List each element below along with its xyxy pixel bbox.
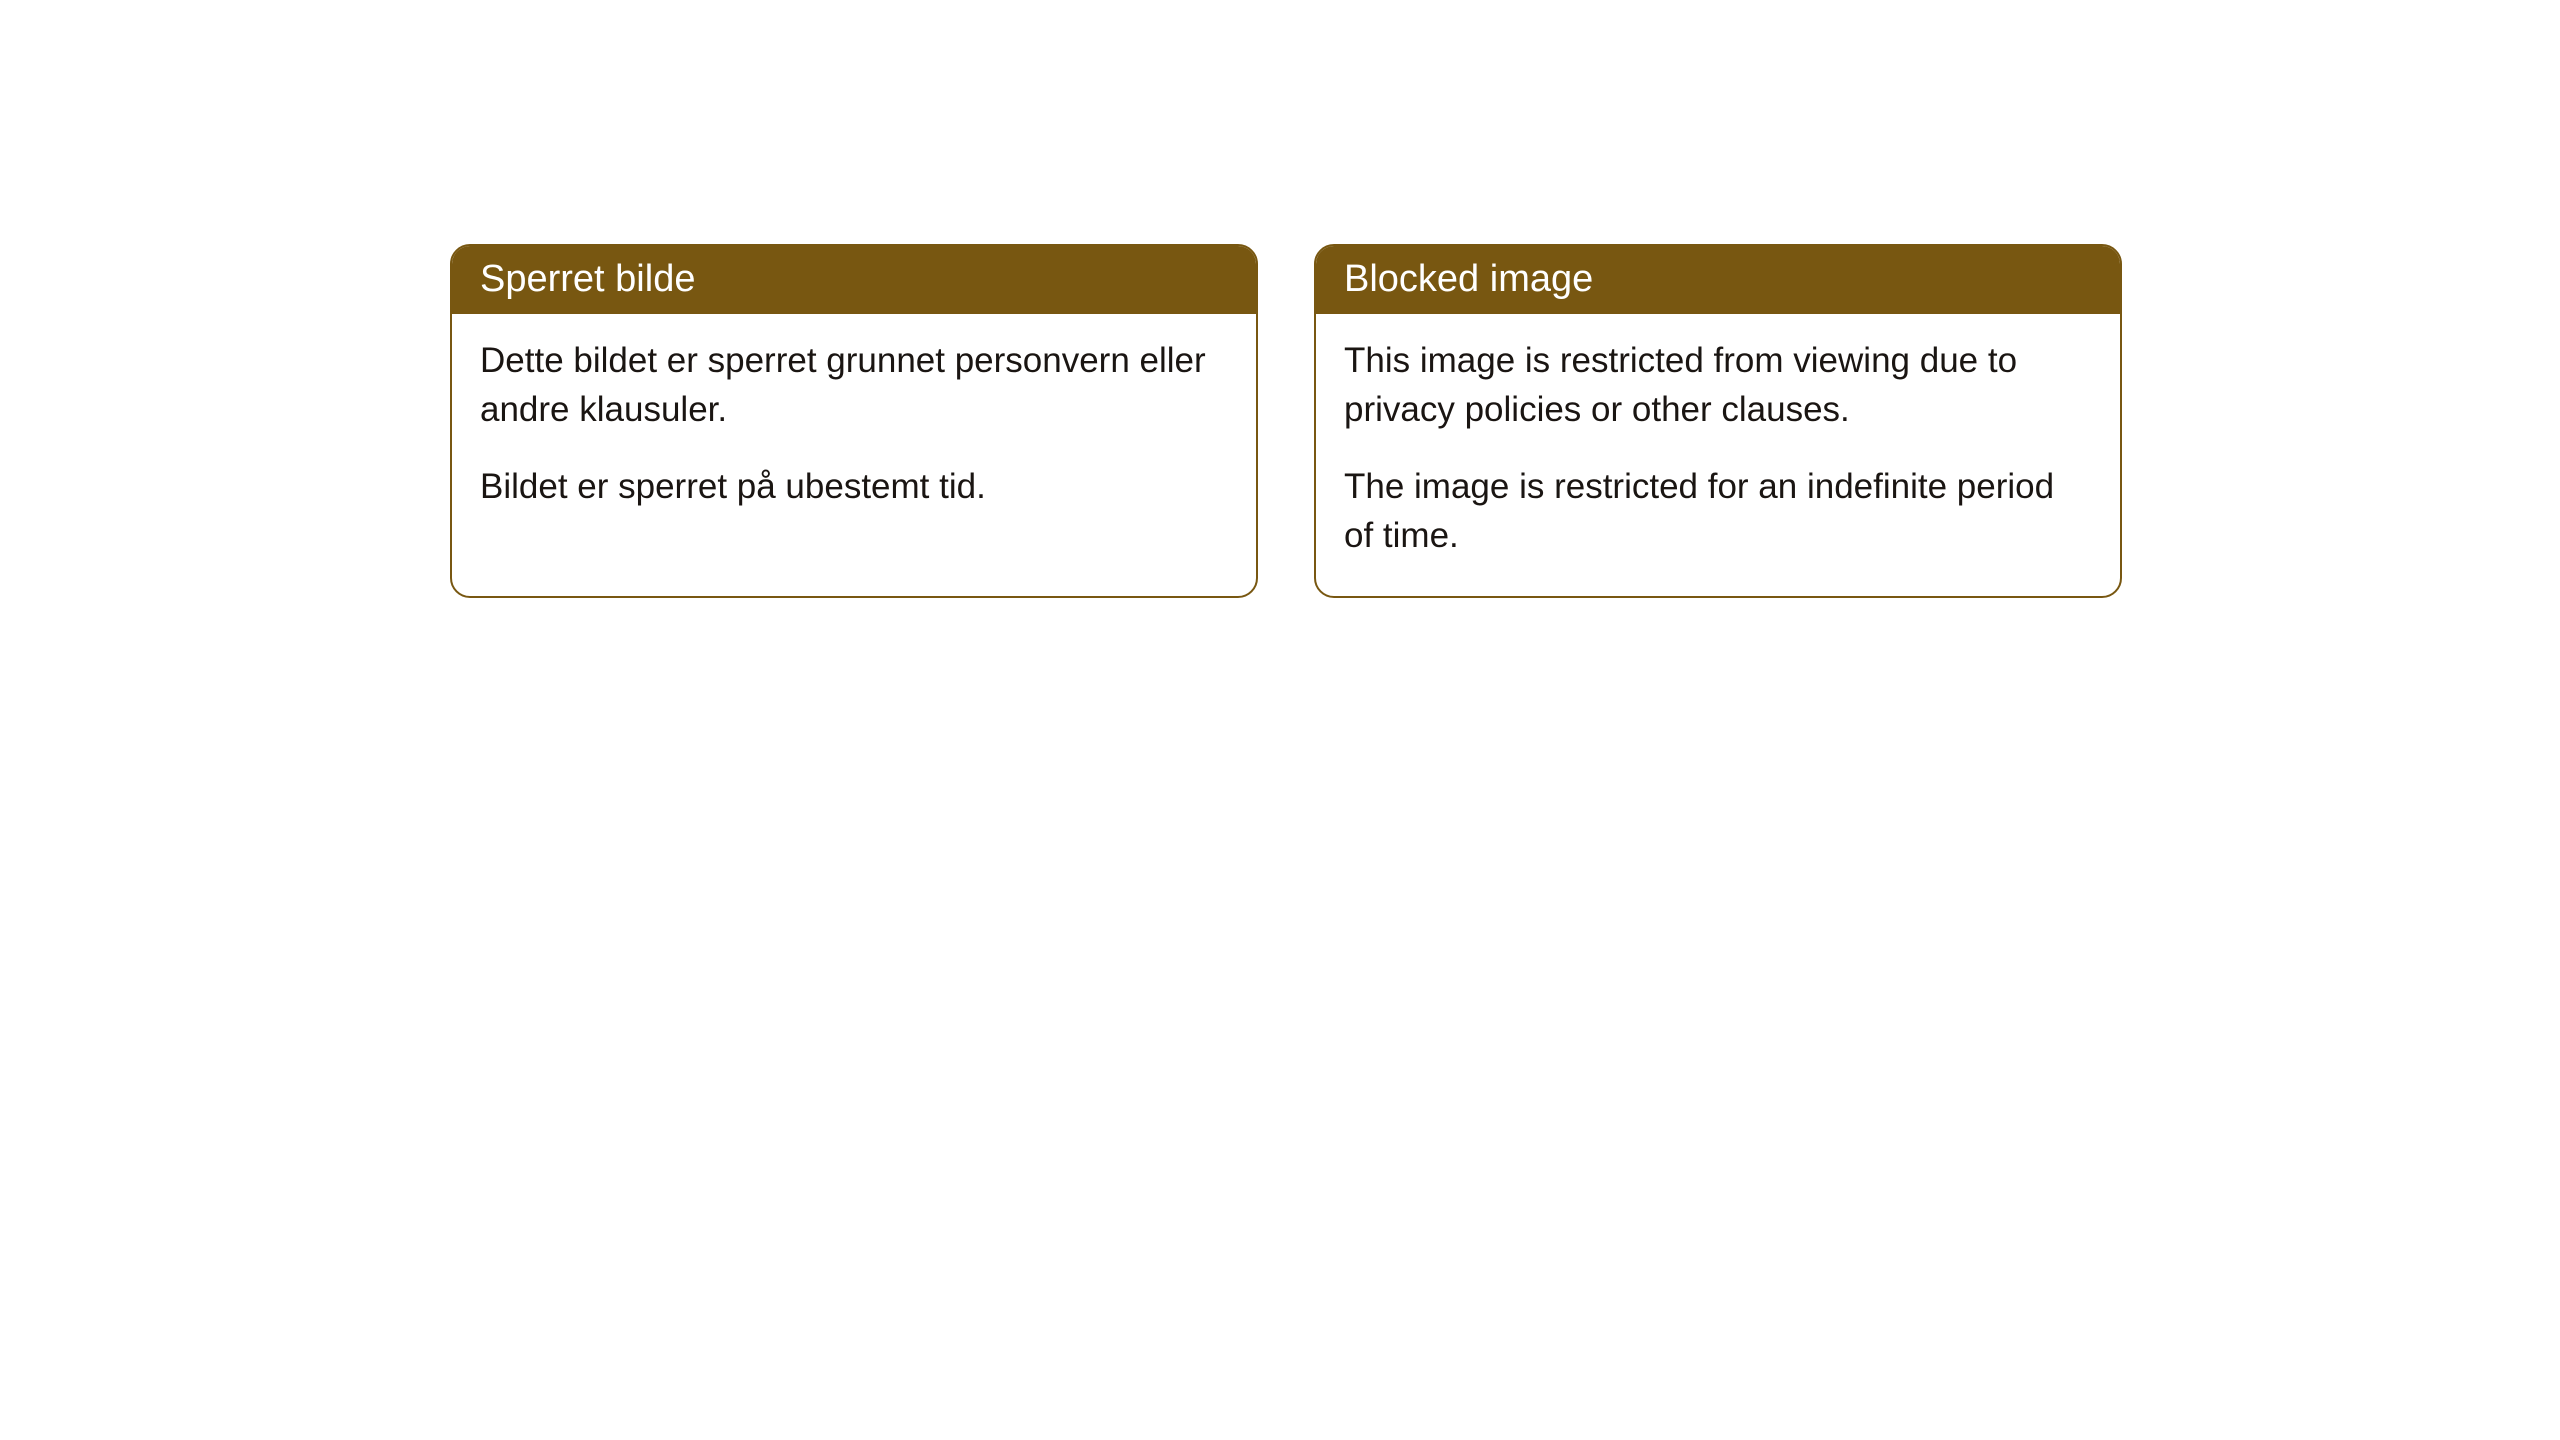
notice-header-english: Blocked image [1316, 246, 2120, 314]
notice-title-english: Blocked image [1344, 258, 1593, 300]
notice-card-english: Blocked image This image is restricted f… [1314, 244, 2122, 598]
notice-para2-norwegian: Bildet er sperret på ubestemt tid. [480, 462, 1228, 511]
notice-cards-container: Sperret bilde Dette bildet er sperret gr… [450, 244, 2122, 598]
notice-para2-english: The image is restricted for an indefinit… [1344, 462, 2092, 560]
notice-para1-norwegian: Dette bildet er sperret grunnet personve… [480, 336, 1228, 434]
notice-header-norwegian: Sperret bilde [452, 246, 1256, 314]
notice-body-norwegian: Dette bildet er sperret grunnet personve… [452, 314, 1256, 547]
notice-card-norwegian: Sperret bilde Dette bildet er sperret gr… [450, 244, 1258, 598]
notice-para1-english: This image is restricted from viewing du… [1344, 336, 2092, 434]
notice-body-english: This image is restricted from viewing du… [1316, 314, 2120, 596]
notice-title-norwegian: Sperret bilde [480, 258, 695, 300]
